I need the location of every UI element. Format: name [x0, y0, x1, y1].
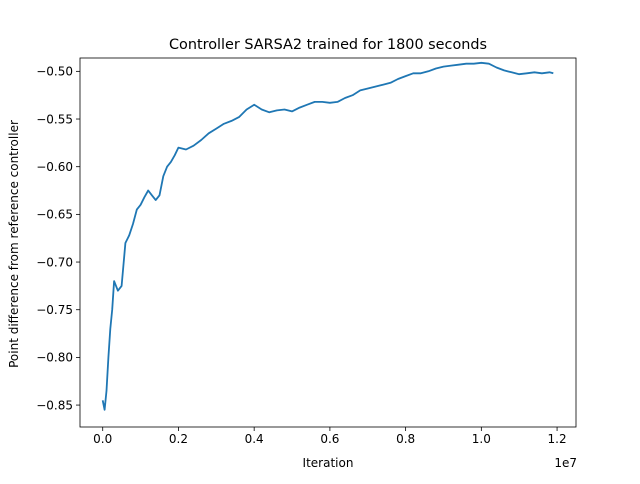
- x-tick-label: 0.8: [396, 432, 415, 446]
- y-tick-label: −0.50: [36, 65, 73, 79]
- y-tick-label: −0.70: [36, 255, 73, 269]
- x-tick-label: 0.0: [93, 432, 112, 446]
- x-tick-label: 0.6: [320, 432, 339, 446]
- y-tick-label: −0.55: [36, 112, 73, 126]
- x-tick-label: 1.0: [472, 432, 491, 446]
- axes-group: [79, 57, 577, 428]
- x-axis-ticks: 0.0 0.2 0.4 0.6 0.8 1.0 1.2: [93, 427, 567, 446]
- x-axis-offset-label: 1e7: [554, 456, 577, 470]
- x-axis-label: Iteration: [303, 456, 354, 470]
- y-tick-label: −0.75: [36, 303, 73, 317]
- y-axis-ticks: −0.85 −0.80 −0.75 −0.70 −0.65 −0.60 −0.55 −0.50: [36, 65, 80, 412]
- plot-area-frame: [79, 57, 577, 428]
- x-tick-label: 0.2: [169, 432, 188, 446]
- series-group: [101, 61, 554, 411]
- x-tick-label: 1.2: [548, 432, 567, 446]
- series-line: [101, 61, 554, 411]
- x-tick-label: 0.4: [245, 432, 264, 446]
- chart-title: Controller SARSA2 trained for 1800 secon…: [169, 37, 487, 53]
- y-tick-label: −0.65: [36, 208, 73, 222]
- y-tick-label: −0.80: [36, 351, 73, 365]
- y-axis-label: Point difference from reference controll…: [7, 120, 21, 368]
- y-tick-label: −0.60: [36, 160, 73, 174]
- y-tick-label: −0.85: [36, 398, 73, 412]
